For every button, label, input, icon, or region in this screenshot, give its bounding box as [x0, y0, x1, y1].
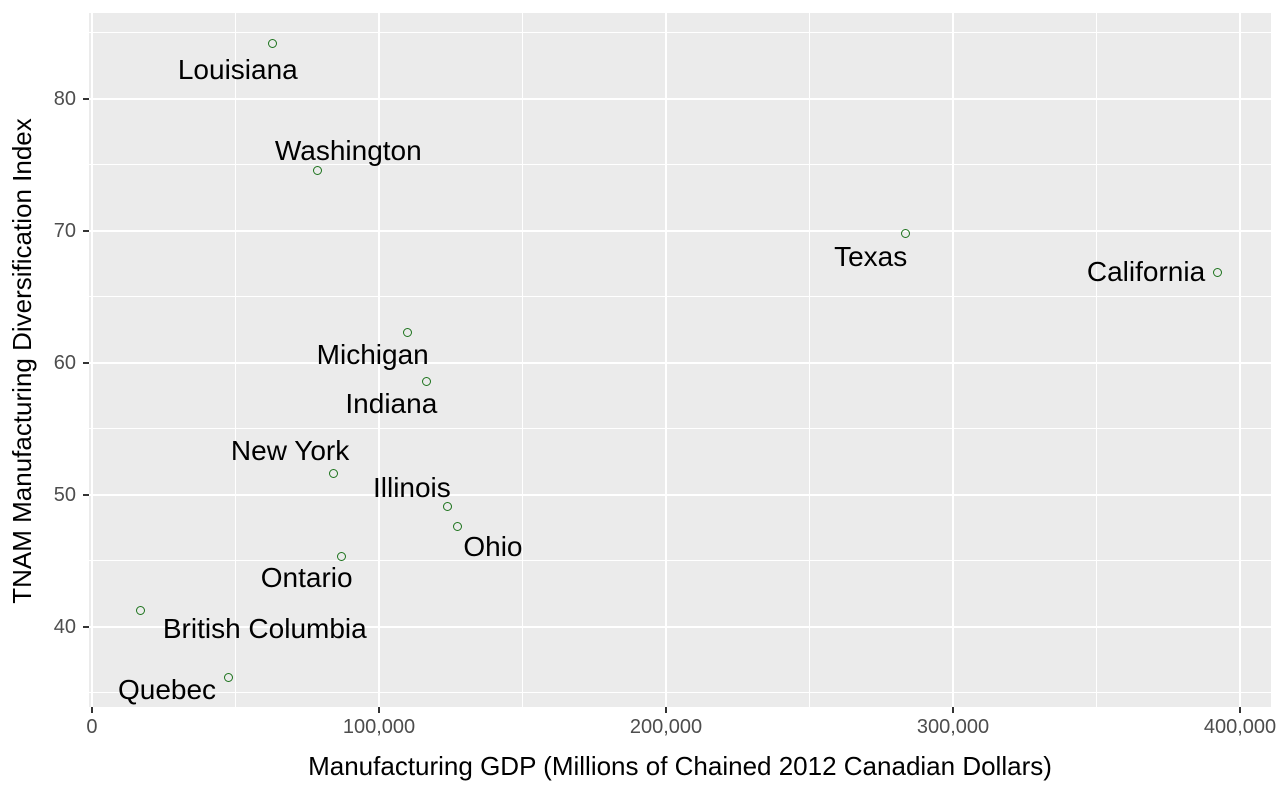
x-tick-label: 400,000	[1203, 716, 1277, 738]
point-label-michigan: Michigan	[316, 339, 429, 371]
data-point-indiana	[421, 376, 431, 386]
gridline-minor-h	[89, 296, 1271, 298]
y-tick-mark	[83, 361, 89, 364]
x-tick-label: 200,000	[629, 716, 703, 738]
x-tick-mark	[90, 707, 93, 713]
gridline-minor-v	[1096, 13, 1097, 707]
y-tick-mark	[83, 625, 89, 628]
point-label-ontario: Ontario	[260, 561, 353, 593]
point-label-ohio: Ohio	[463, 531, 523, 563]
x-tick-label: 100,000	[342, 716, 416, 738]
gridline-major-v	[665, 13, 667, 707]
gridline-minor-v	[809, 13, 810, 707]
x-tick-mark	[952, 707, 954, 713]
point-label-indiana: Indiana	[345, 388, 438, 420]
gridline-major-h	[89, 625, 1271, 628]
data-point-california	[1212, 268, 1222, 278]
data-point-michigan	[403, 327, 413, 337]
point-label-new-york: New York	[230, 435, 350, 467]
gridline-minor-h	[89, 691, 1271, 693]
gridline-major-h	[89, 493, 1271, 496]
gridline-minor-v	[234, 13, 236, 707]
plot-panel: Louisiana Washington Texas California Michig…	[89, 13, 1271, 707]
gridline-minor-h	[89, 428, 1271, 430]
data-point-washington	[312, 165, 322, 175]
x-tick-mark	[378, 707, 380, 713]
point-label-illinois: Illinois	[372, 472, 451, 504]
point-label-louisiana: Louisiana	[177, 54, 298, 86]
gridline-major-v	[378, 13, 380, 707]
x-axis-title: Manufacturing GDP (Millions of Chained 2…	[308, 751, 1052, 781]
gridline-minor-h	[89, 560, 1271, 562]
gridline-minor-v	[522, 13, 523, 707]
data-point-texas	[901, 228, 911, 238]
y-axis-title: TNAM Manufacturing Diversification Index	[7, 118, 37, 604]
y-tick-mark	[83, 493, 89, 496]
data-point-british-columbia	[136, 606, 146, 616]
data-point-new-york	[328, 468, 338, 478]
data-point-ontario	[337, 552, 347, 562]
x-tick-mark	[1239, 707, 1241, 713]
gridline-major-h	[89, 229, 1271, 232]
gridline-minor-h	[89, 164, 1271, 166]
gridline-major-v	[1239, 13, 1241, 707]
y-tick-mark	[83, 229, 89, 232]
y-tick-label: 80	[53, 87, 76, 110]
x-tick-label: 0	[86, 716, 98, 738]
data-point-illinois	[443, 501, 453, 511]
y-tick-label: 40	[53, 615, 76, 638]
point-label-quebec: Quebec	[117, 673, 217, 705]
y-tick-label: 70	[53, 219, 76, 242]
data-point-quebec	[223, 673, 233, 683]
gridline-major-v	[90, 13, 93, 707]
data-point-ohio	[453, 521, 463, 531]
point-label-british-columbia: British Columbia	[162, 612, 367, 644]
x-tick-label: 300,000	[916, 716, 990, 738]
gridline-major-v	[952, 13, 954, 707]
gridline-major-h	[89, 97, 1271, 100]
point-label-washington: Washington	[274, 135, 422, 166]
point-label-texas: Texas	[834, 241, 908, 273]
gridline-major-h	[89, 361, 1271, 364]
y-axis-title-container: TNAM Manufacturing Diversification Index	[7, 81, 37, 641]
y-tick-label: 50	[53, 483, 76, 506]
y-tick-label: 60	[53, 351, 76, 374]
point-label-california: California	[1086, 255, 1206, 287]
y-tick-mark	[83, 97, 89, 100]
gridline-minor-h	[89, 32, 1271, 34]
x-tick-mark	[665, 707, 667, 713]
data-point-louisiana	[268, 38, 278, 48]
